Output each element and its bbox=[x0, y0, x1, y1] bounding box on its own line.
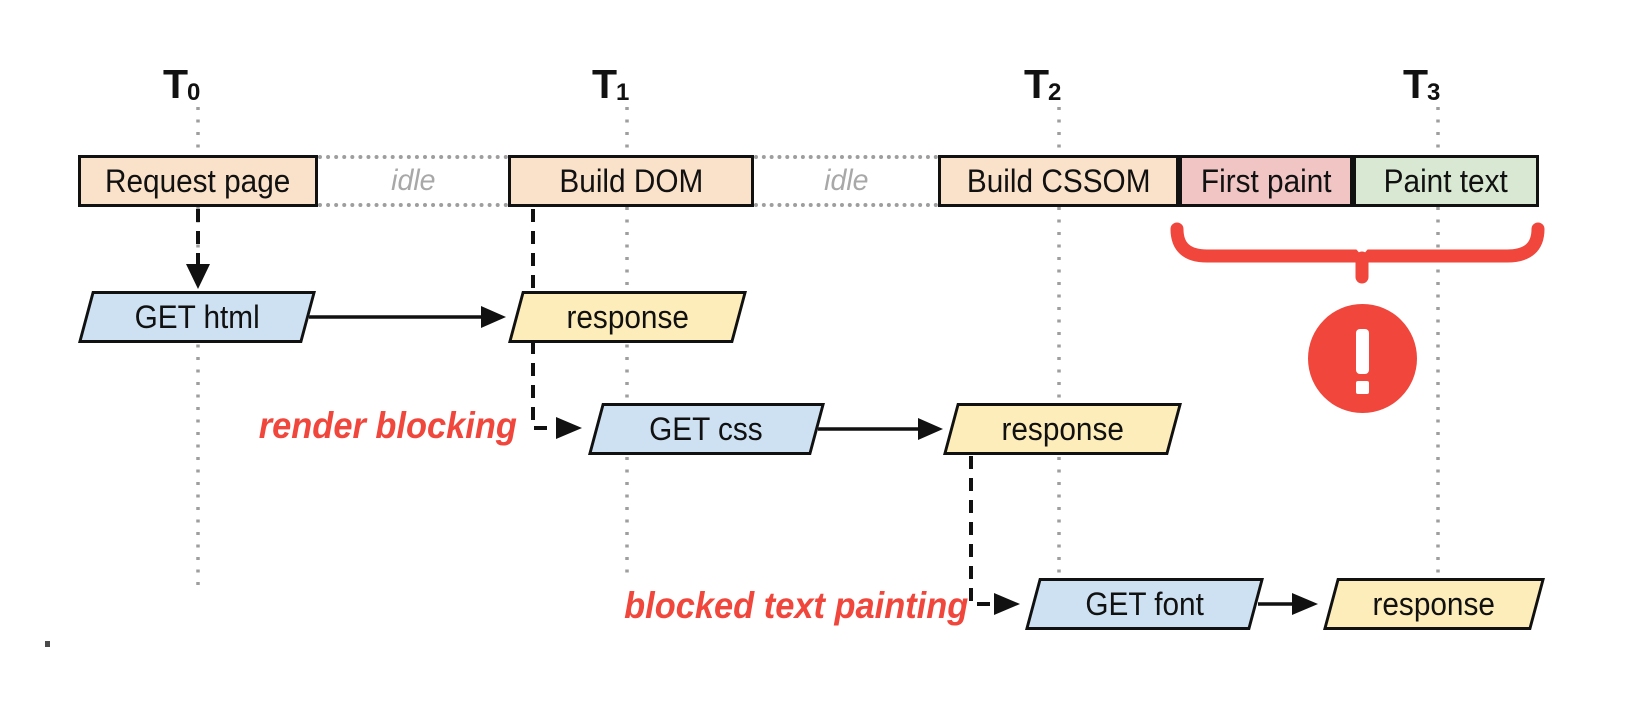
highlight-brace bbox=[1170, 222, 1545, 284]
idle-label: idle bbox=[390, 164, 436, 197]
bar-segment-request-page: Request page bbox=[78, 155, 318, 207]
request-label: GET font bbox=[1085, 585, 1204, 622]
t-subscript: 1 bbox=[616, 79, 630, 106]
response-shape-css: response bbox=[943, 403, 1182, 455]
exclamation-dot bbox=[1356, 381, 1369, 394]
exclamation-circle-icon bbox=[1308, 304, 1417, 413]
request-label: GET css bbox=[649, 410, 764, 447]
request-shape-get-css: GET css bbox=[588, 403, 825, 455]
response-label: response bbox=[1372, 585, 1496, 622]
arrowhead-right-icon bbox=[994, 593, 1020, 615]
request-label: GET html bbox=[134, 298, 260, 335]
t-subscript: 0 bbox=[187, 79, 201, 106]
bar-segment-build-cssom: Build CSSOM bbox=[938, 155, 1179, 207]
t-subscript: 3 bbox=[1427, 79, 1441, 106]
t-label: T bbox=[163, 61, 188, 107]
bar-segment-build-dom: Build DOM bbox=[508, 155, 754, 207]
arrowhead-right-icon bbox=[918, 418, 943, 440]
request-shape-get-html: GET html bbox=[78, 291, 316, 343]
bar-segment-first-paint: First paint bbox=[1179, 155, 1353, 207]
idle-label: idle bbox=[823, 164, 869, 197]
t-label: T bbox=[592, 61, 617, 107]
segment-label: Build DOM bbox=[559, 162, 703, 199]
segment-label: Paint text bbox=[1383, 162, 1509, 199]
segment-label: First paint bbox=[1200, 162, 1332, 199]
blocked-text-painting-annotation: blocked text painting bbox=[624, 585, 969, 626]
t-subscript: 2 bbox=[1048, 79, 1062, 106]
bar-segment-paint-text: Paint text bbox=[1353, 155, 1539, 207]
dashed-path-css-response-to-get-font bbox=[969, 456, 996, 606]
arrowhead-down-icon bbox=[186, 264, 210, 289]
segment-label: Request page bbox=[105, 162, 291, 199]
response-label: response bbox=[566, 298, 689, 335]
render-blocking-annotation: render blocking bbox=[258, 405, 517, 446]
dashed-path-build-dom-to-get-css bbox=[531, 209, 558, 430]
response-shape-html: response bbox=[508, 291, 747, 343]
arrowhead-right-icon bbox=[1292, 593, 1318, 615]
response-shape-font: response bbox=[1323, 578, 1545, 630]
t-label: T bbox=[1024, 61, 1049, 107]
bar-segment-idle-1: idle bbox=[318, 155, 508, 207]
request-shape-get-font: GET font bbox=[1025, 578, 1264, 630]
segment-label: Build CSSOM bbox=[966, 162, 1151, 199]
arrowhead-right-icon bbox=[556, 417, 582, 439]
bar-segment-idle-2: idle bbox=[754, 155, 938, 207]
response-label: response bbox=[1001, 410, 1124, 447]
stray-mark bbox=[45, 641, 50, 647]
arrowhead-right-icon bbox=[481, 306, 506, 328]
t-label: T bbox=[1403, 61, 1428, 107]
exclamation-bar bbox=[1356, 329, 1369, 374]
